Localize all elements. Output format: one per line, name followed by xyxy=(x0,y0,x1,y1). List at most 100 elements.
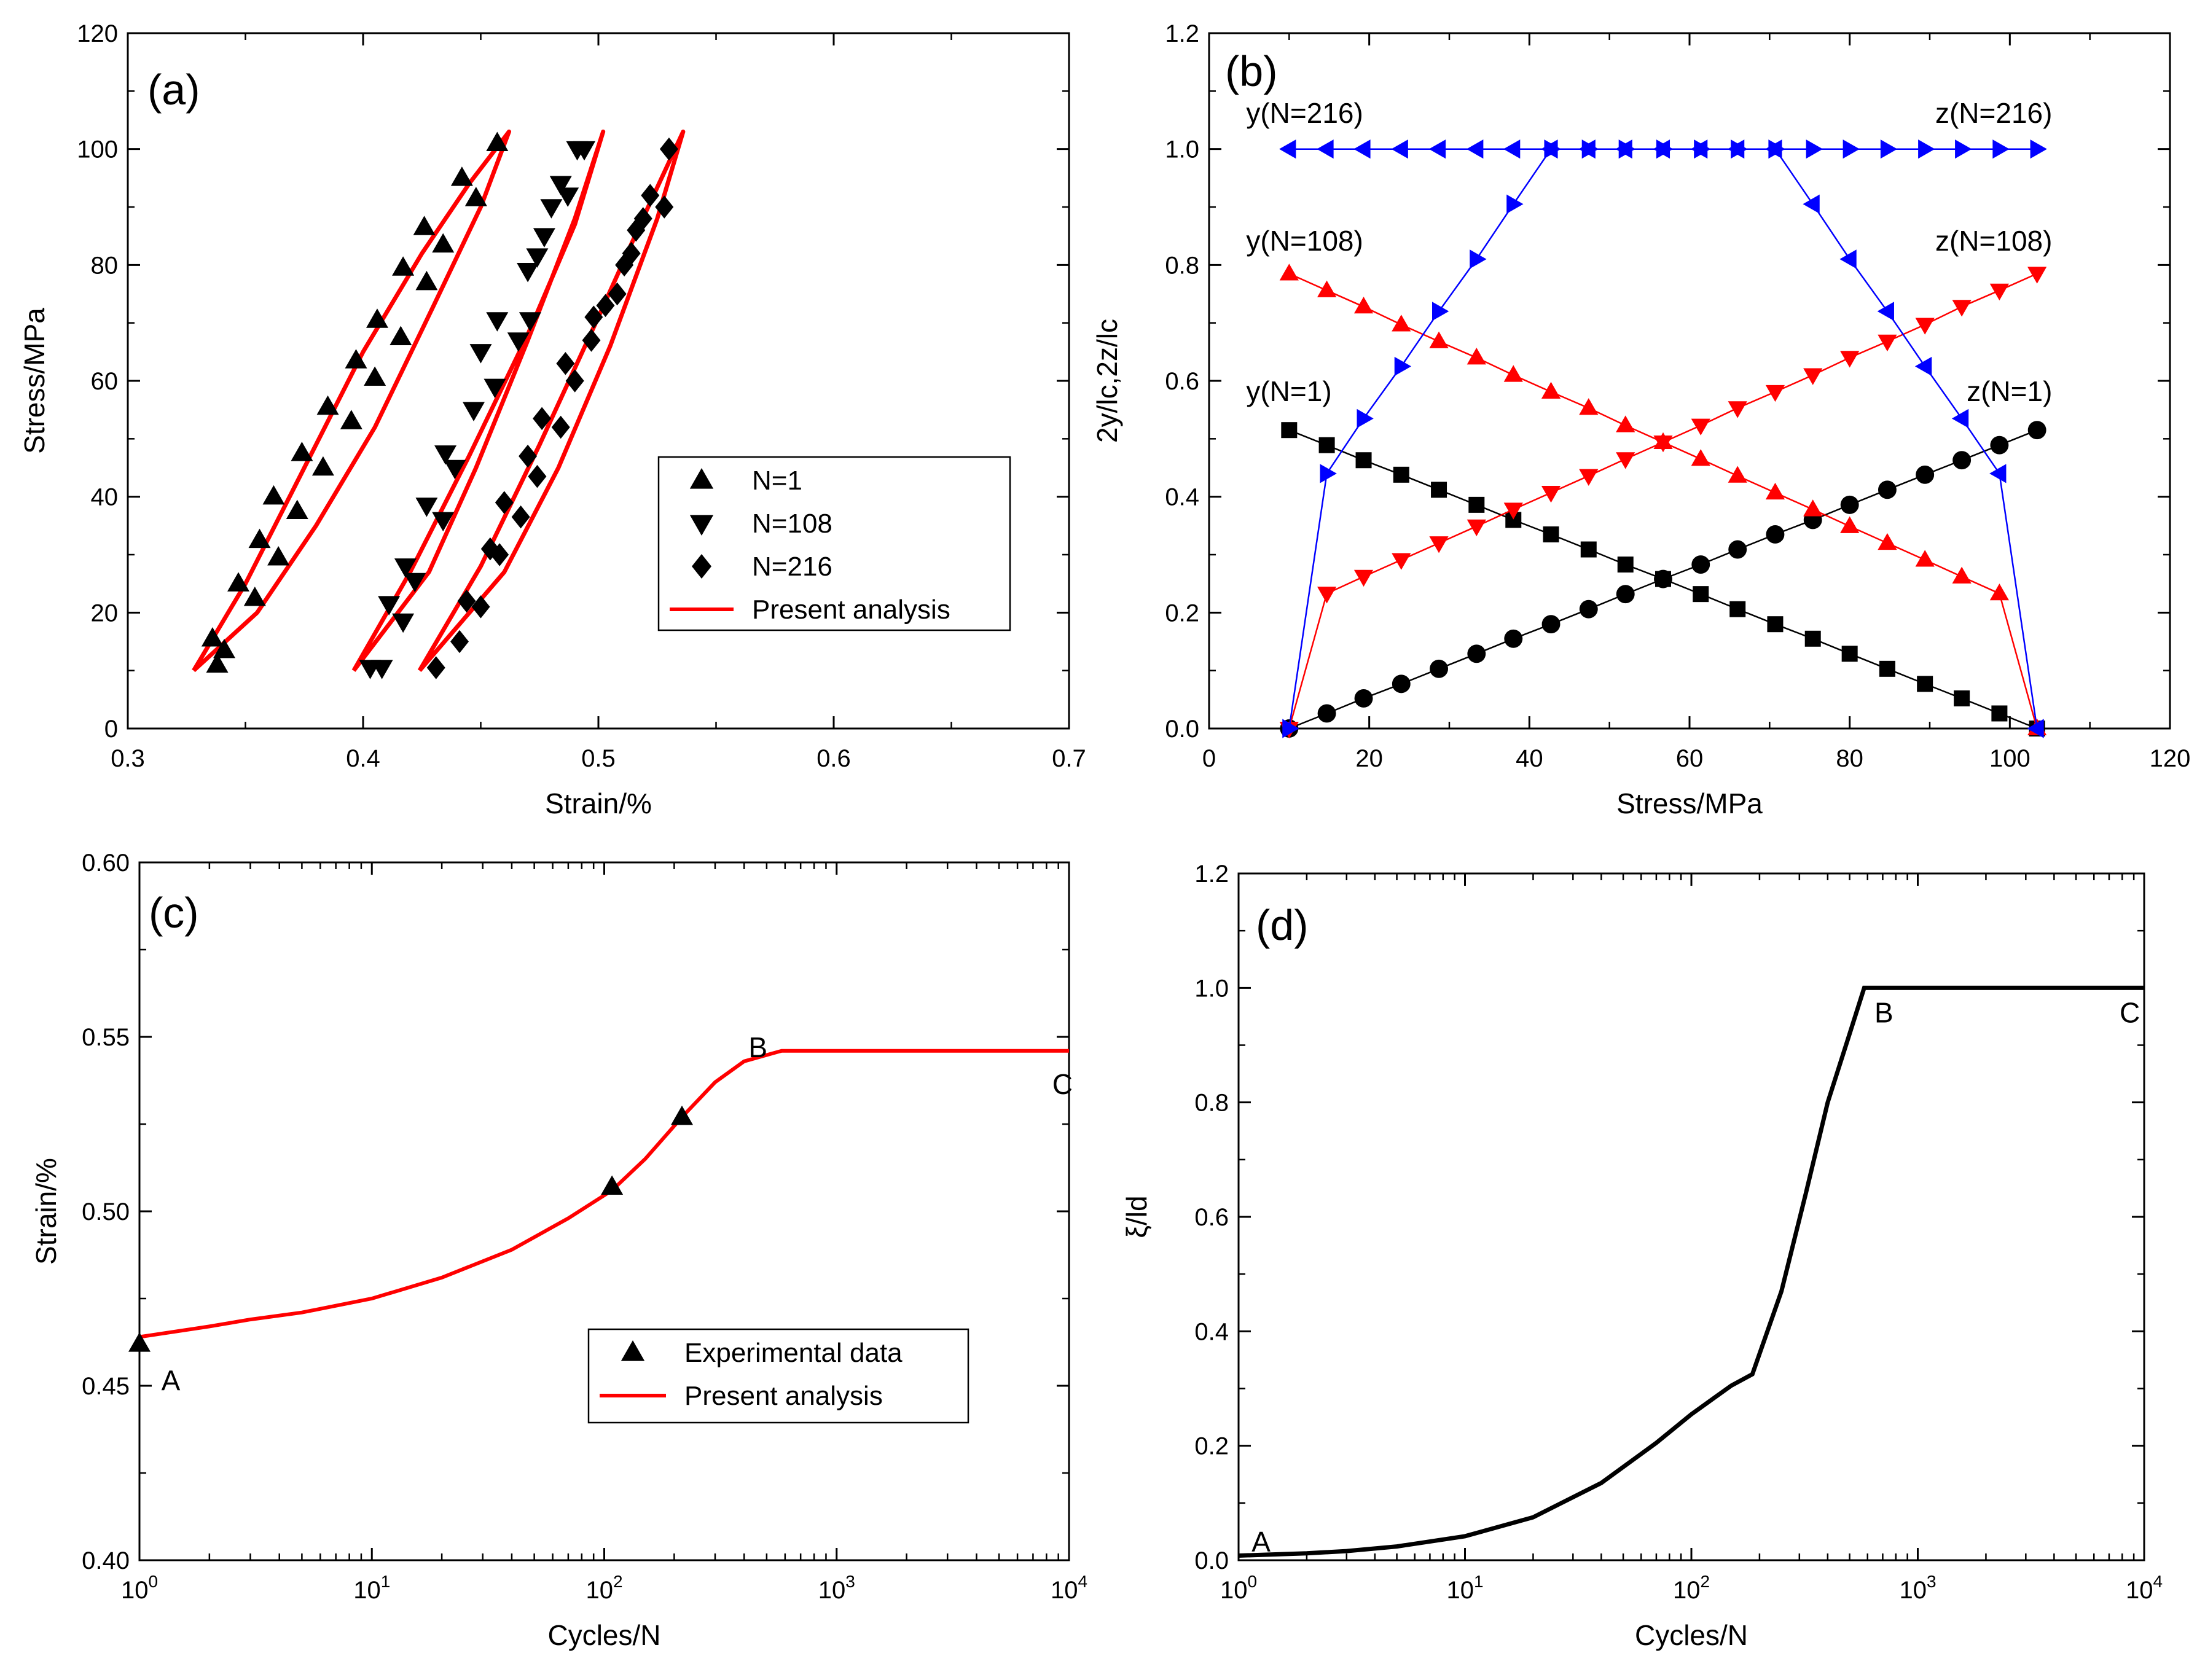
legend-box xyxy=(657,456,1011,631)
y-tick-label: 0.0 xyxy=(1194,1547,1229,1574)
data-point xyxy=(1317,587,1337,604)
legend-label: Experimental data xyxy=(684,1338,903,1368)
point-annotation: C xyxy=(2120,996,2140,1028)
point-annotation: A xyxy=(162,1365,181,1397)
x-tick-label: 40 xyxy=(1516,745,1543,772)
y-tick-label: 0.4 xyxy=(1194,1318,1229,1345)
x-tick-base: 10 xyxy=(1051,1577,1078,1604)
point-annotation: B xyxy=(1874,996,1893,1028)
x-tick-base: 10 xyxy=(121,1577,149,1604)
data-point xyxy=(1803,499,1823,517)
data-point xyxy=(1432,302,1449,321)
data-point-n216 xyxy=(495,491,514,514)
data-point xyxy=(1470,249,1487,269)
legend-label: Present analysis xyxy=(684,1381,883,1411)
x-tick-label: 100 xyxy=(1989,745,2031,772)
data-point xyxy=(1917,676,1933,692)
data-point-n108 xyxy=(394,558,417,578)
data-point xyxy=(1317,704,1336,723)
y-tick-label: 1.2 xyxy=(1194,861,1229,888)
data-point-n1 xyxy=(464,187,487,206)
data-point-n108 xyxy=(486,312,509,332)
x-tick-base: 10 xyxy=(1220,1577,1248,1604)
data-point-n108 xyxy=(444,459,466,480)
data-point xyxy=(1354,689,1373,708)
data-point-n1 xyxy=(450,166,473,186)
data-point-n1 xyxy=(248,528,271,549)
data-point-n216 xyxy=(582,329,601,352)
data-point xyxy=(1952,566,1972,584)
data-point xyxy=(1467,348,1486,365)
data-point xyxy=(1691,449,1710,466)
y-axis-title: ξ/ld xyxy=(1121,1195,1153,1238)
data-point xyxy=(1431,482,1447,498)
data-point-n108 xyxy=(434,445,457,465)
data-point xyxy=(1653,435,1673,453)
data-point xyxy=(1579,469,1599,486)
data-point xyxy=(1320,464,1337,483)
data-point xyxy=(1467,644,1486,663)
series-annotation: y(N=216) xyxy=(1246,97,1363,129)
data-point xyxy=(1392,553,1411,570)
data-point-n108 xyxy=(533,228,555,248)
plot-frame xyxy=(1237,872,2145,1561)
x-tick-base: 10 xyxy=(1673,1577,1701,1604)
x-tick-label: 0.4 xyxy=(346,745,380,772)
data-point xyxy=(1803,194,1820,214)
y-tick-label: 0.60 xyxy=(82,850,130,877)
x-tick-exponent: 2 xyxy=(613,1572,623,1591)
data-point xyxy=(1618,139,1635,159)
panel-label: (d) xyxy=(1256,901,1309,949)
data-point xyxy=(1728,540,1747,559)
chart-panel-a: 0.3 0.4 0.5 0.6 0.7 0 20 40 60 80 100 120 Strain/% St… xyxy=(18,20,1086,819)
data-point xyxy=(1616,452,1635,469)
x-tick-exponent: 4 xyxy=(2153,1572,2163,1591)
legend-marker xyxy=(689,468,714,489)
y-tick-label: 0.8 xyxy=(1194,1090,1229,1117)
data-point xyxy=(1841,646,1858,662)
data-point-n216 xyxy=(633,207,652,230)
x-tick-label: 0.6 xyxy=(817,745,851,772)
series-annotation: y(N=108) xyxy=(1246,225,1363,257)
x-tick-label: 0.3 xyxy=(111,745,145,772)
data-point-n1 xyxy=(243,587,266,606)
data-point xyxy=(2030,139,2047,159)
data-point xyxy=(1355,452,1372,469)
data-point xyxy=(1579,600,1598,619)
series-annotation: y(N=1) xyxy=(1246,375,1331,407)
x-tick-exponent: 4 xyxy=(1078,1572,1087,1591)
data-point-n108 xyxy=(404,572,426,593)
data-point xyxy=(1281,422,1298,439)
data-point-n1 xyxy=(366,308,388,328)
data-point-n1 xyxy=(316,395,339,415)
data-point-n216 xyxy=(471,595,490,619)
x-tick-label: 100 xyxy=(1220,1572,1257,1604)
data-point xyxy=(1803,368,1823,385)
data-point-n1 xyxy=(311,456,334,476)
data-point xyxy=(1616,585,1635,604)
chart-panel-c: 100 101 102 103 1040.400.450.500.550.60Cycle… xyxy=(30,850,1087,1651)
x-tick-exponent: 1 xyxy=(1474,1572,1484,1591)
point-annotation: A xyxy=(1251,1526,1271,1558)
data-point xyxy=(1878,533,1897,550)
x-tick-base: 10 xyxy=(1899,1577,1927,1604)
x-tick-label: 20 xyxy=(1355,745,1383,772)
xi-ld-curve xyxy=(1238,985,2144,1558)
data-point xyxy=(1989,583,2009,601)
legend-label: Present analysis xyxy=(752,595,950,625)
data-point xyxy=(1731,139,1748,159)
data-point-n108 xyxy=(549,176,572,196)
data-point xyxy=(1879,660,1895,677)
data-point xyxy=(1691,555,1710,574)
y-tick-label: 0.6 xyxy=(1194,1204,1229,1231)
y-tick-label: 1.0 xyxy=(1165,136,1199,163)
x-tick-label: 103 xyxy=(1899,1572,1936,1604)
data-point xyxy=(1392,674,1411,693)
data-point xyxy=(1617,557,1634,573)
data-point-n108 xyxy=(484,378,506,399)
data-point xyxy=(1728,401,1747,418)
data-point xyxy=(1952,451,1972,470)
data-point xyxy=(1317,139,1334,159)
x-tick-label: 120 xyxy=(2150,745,2191,772)
